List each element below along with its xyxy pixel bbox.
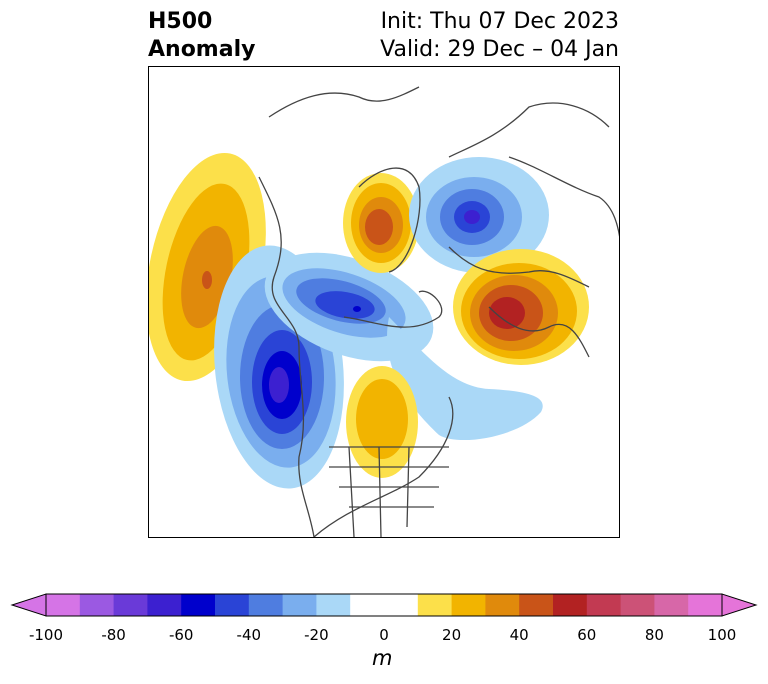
colorbar-unit: m [372, 646, 393, 670]
colorbar-segment [79, 594, 115, 616]
positive-anomaly-siberia [343, 173, 419, 273]
colorbar-segment [485, 594, 520, 616]
colorbar-tick-label: -40 [236, 626, 262, 644]
colorbar-segment [113, 594, 148, 616]
colorbar-segment [316, 594, 351, 616]
colorbar-extend-low [10, 593, 47, 617]
chart-title: H500 Anomaly [148, 8, 255, 64]
colorbar-segment [654, 594, 689, 616]
colorbar-segment [553, 594, 588, 616]
negative-anomaly-north-atlantic [387, 317, 543, 441]
anomaly-map [149, 86, 619, 537]
negative-anomaly-barents-kara [409, 157, 549, 273]
run-info: Init: Thu 07 Dec 2023 Valid: 29 Dec – 04… [380, 8, 619, 64]
colorbar-segment [147, 594, 182, 616]
colorbar-segment [350, 594, 385, 616]
colorbar-segment [215, 594, 250, 616]
colorbar-outline [45, 593, 723, 617]
colorbar-tick-label: -20 [304, 626, 329, 644]
colorbar-segment [451, 594, 486, 616]
title-line-1: H500 [148, 9, 213, 34]
colorbar-segment [248, 594, 284, 616]
colorbar-segment [620, 594, 655, 616]
colorbar-segment [417, 594, 453, 616]
colorbar-segment [282, 594, 317, 616]
colorbar-tick-label: 100 [707, 626, 737, 644]
colorbar-segment [586, 594, 622, 616]
colorbar-segment [519, 594, 554, 616]
positive-anomaly-scandinavia-europe [453, 249, 589, 365]
title-line-2: Anomaly [148, 37, 256, 62]
colorbar-segment [46, 594, 81, 616]
colorbar-extend-high [721, 593, 758, 617]
negative-anomaly-west-coast [214, 245, 344, 489]
colorbar-tick-label: 80 [644, 626, 664, 644]
valid-period: Valid: 29 Dec – 04 Jan [380, 37, 619, 62]
colorbar-tick-label: -60 [168, 626, 194, 644]
colorbar-tick-label: -100 [28, 626, 64, 644]
colorbar-segment [384, 594, 419, 616]
coastlines [258, 86, 619, 537]
map-panel [148, 66, 620, 538]
colorbar-tick-label: 60 [577, 626, 597, 644]
positive-anomaly-central-us [346, 366, 418, 478]
colorbar-segment [688, 594, 723, 616]
colorbar-tick-label: -80 [101, 626, 126, 644]
colorbar-tick-label: 40 [509, 626, 529, 644]
colorbar-tick-label: 20 [442, 626, 462, 644]
init-time: Init: Thu 07 Dec 2023 [380, 9, 619, 34]
colorbar-segment [181, 594, 216, 616]
colorbar [10, 593, 758, 617]
colorbar-tick-label: 0 [379, 626, 389, 644]
